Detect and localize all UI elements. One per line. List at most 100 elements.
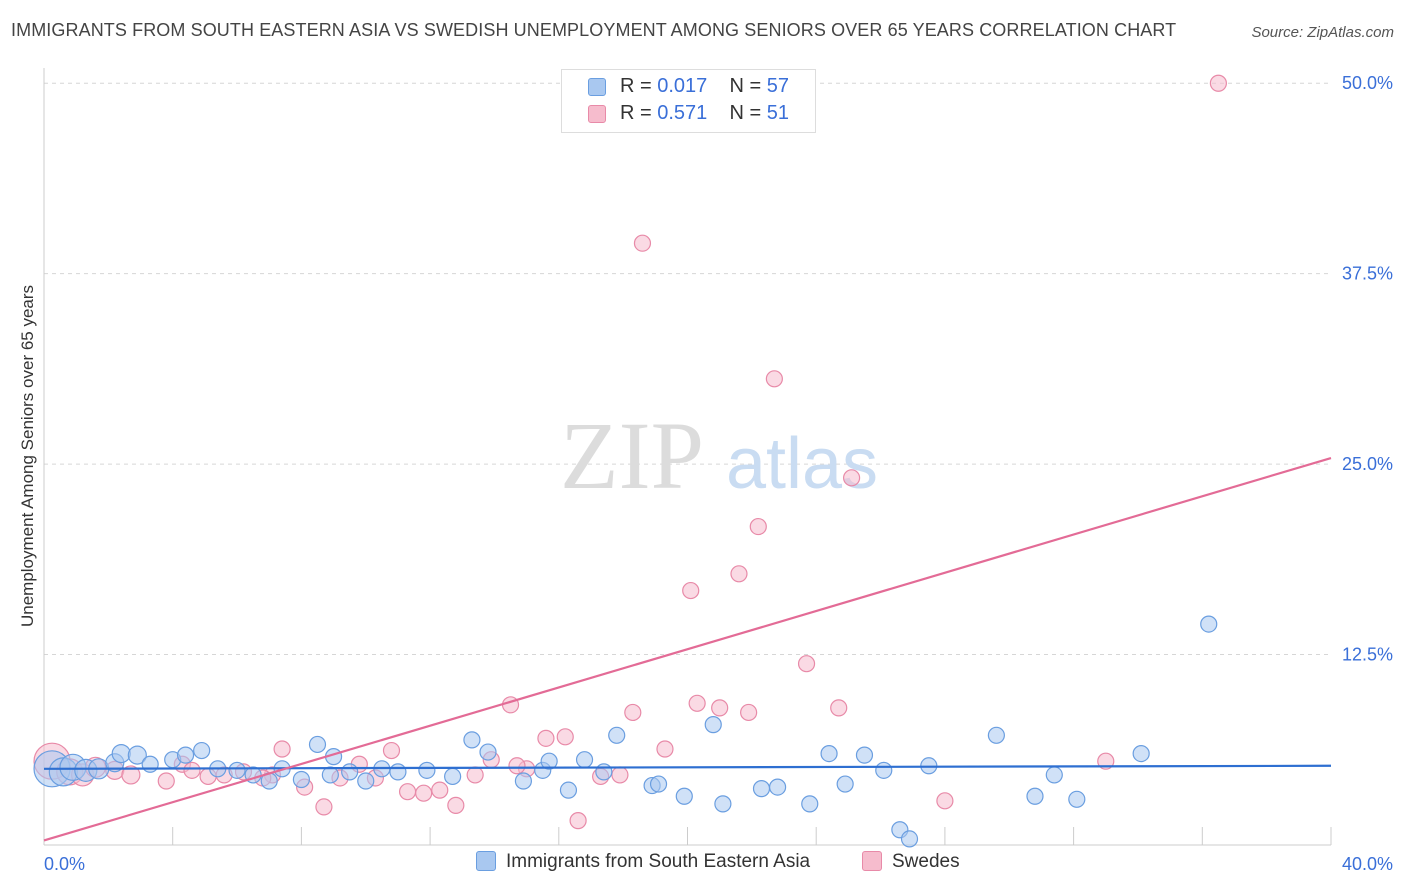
legend-r-value: 0.571 [657, 102, 708, 124]
sea-point [875, 761, 893, 779]
watermark-atlas: atlas [726, 424, 878, 504]
sea-point [1132, 744, 1150, 763]
sea-point [540, 752, 558, 770]
sea-point [675, 787, 693, 805]
sea-point [575, 751, 594, 769]
swedes-point [740, 703, 758, 722]
swedes-point [749, 517, 767, 536]
sea-point [900, 830, 919, 848]
sea-point [801, 795, 819, 813]
swedes-point [273, 740, 291, 758]
trend-lines [43, 456, 1332, 842]
swedes-point [730, 565, 748, 583]
swedes-point [382, 741, 401, 760]
bottom-legend-swedes: Swedes [862, 851, 960, 873]
swedes-point [431, 781, 449, 799]
y-tick-label: 50.0% [1342, 73, 1393, 93]
y-tick-label: 12.5% [1342, 645, 1393, 665]
sea-point [479, 743, 497, 761]
sea-point [308, 735, 327, 754]
swedes-point [611, 766, 629, 784]
sea-point [341, 763, 359, 781]
swedes-point [1209, 74, 1227, 92]
swedes-point [157, 772, 175, 790]
axis-layer [43, 68, 1332, 846]
sea-point [704, 716, 722, 734]
trend-line-swedes [43, 456, 1332, 842]
swedes-point [508, 757, 526, 775]
swedes-point [711, 699, 729, 717]
sea-point [752, 780, 771, 798]
bottom-legend-sea: Immigrants from South Eastern Asia [476, 851, 810, 873]
swedes-point [447, 796, 465, 814]
sea-point [111, 743, 131, 764]
sea-point [292, 770, 310, 789]
grid-layer [44, 82, 1331, 656]
swedes-point [842, 469, 861, 487]
sea-point [176, 746, 195, 764]
legend-n-value: 57 [766, 75, 790, 97]
watermark-zip: ZIP [560, 402, 704, 509]
bottom-legend-swatch-swedes [862, 851, 882, 871]
x-tick-label: 40.0% [1342, 854, 1393, 874]
swedes-point [624, 703, 642, 722]
swedes-point [415, 784, 433, 802]
bottom-legend-label-sea: Immigrants from South Eastern Asia [506, 851, 811, 872]
swedes-point [936, 792, 954, 810]
y-tick-label: 37.5% [1342, 264, 1393, 284]
swedes-point [466, 766, 484, 784]
legend-r-label: R = [620, 75, 652, 97]
sea-point [1200, 615, 1218, 633]
chart-title: IMMIGRANTS FROM SOUTH EASTERN ASIA VS SW… [11, 20, 1177, 40]
legend-n-label: N = [729, 102, 762, 124]
legend-swatch-swedes [588, 105, 606, 123]
legend-n-value: 51 [766, 102, 790, 124]
swedes-point [797, 655, 816, 673]
swedes-point [656, 740, 674, 758]
y-axis-label: Unemployment Among Seniors over 65 years [18, 284, 37, 628]
sea-point [127, 745, 147, 765]
legend-r-label: R = [620, 102, 652, 124]
sea-point [514, 772, 533, 790]
swedes-point [688, 694, 706, 712]
sea-point [1026, 787, 1044, 805]
swedes-point [633, 234, 652, 252]
sea-point [820, 744, 838, 763]
sea-point [141, 755, 159, 773]
swedes-point [556, 728, 574, 746]
legend-r-value: 0.017 [657, 75, 708, 97]
legend-text-sea: R = 0.017 N = 57 [620, 75, 789, 98]
swedes-point [765, 370, 783, 388]
sea-point [321, 766, 339, 784]
sea-point [1068, 790, 1086, 808]
x-tick-label: 0.0% [44, 854, 85, 874]
swedes-point [121, 765, 141, 785]
sea-point [559, 781, 578, 799]
sea-point [836, 775, 854, 793]
swedes-point [682, 581, 700, 600]
swedes-point [183, 761, 201, 779]
trend-line-sea [43, 764, 1332, 770]
sea-point [1045, 766, 1063, 784]
bottom-legend-swatch-sea [476, 851, 496, 871]
series-sea-points [33, 615, 1218, 848]
y-tick-label: 25.0% [1342, 454, 1393, 474]
sea-point [444, 767, 462, 786]
swedes-point [315, 798, 333, 816]
sea-point [193, 741, 211, 760]
tick-labels: 12.5% 25.0% 37.5% 50.0% 0.0% 40.0% [44, 73, 1393, 874]
swedes-point [398, 783, 417, 801]
legend: R = 0.017 N = 57 R = 0.571 N = 51 [561, 69, 816, 133]
swedes-point [569, 812, 587, 830]
sea-point [463, 731, 481, 749]
legend-text-swedes: R = 0.571 N = 51 [620, 102, 789, 125]
sea-point [595, 763, 613, 781]
sea-point [987, 726, 1005, 744]
swedes-point [830, 699, 848, 717]
sea-point [768, 778, 787, 796]
sea-point [357, 772, 375, 790]
sea-point [608, 726, 626, 744]
watermark: ZIP atlas [560, 402, 878, 509]
sea-point [418, 761, 436, 779]
